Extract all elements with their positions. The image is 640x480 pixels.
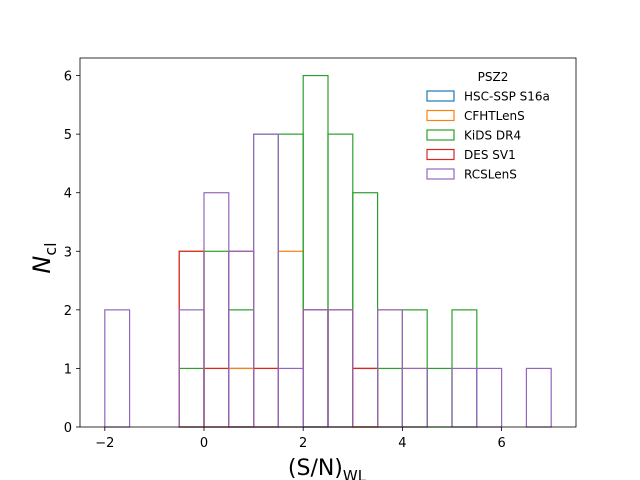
y-axis-ticks: 0 1 2 3 4 5 6 [64,70,80,436]
y-tick-label: 4 [64,187,72,202]
bar-hsc-ssp-s16a-8 [302,309,329,428]
x-tick-label: 2 [299,436,307,451]
bar-cfhtlens-3 [178,250,205,428]
bar-kids-dr4-3 [178,367,205,428]
legend-label: CFHTLenS [464,109,525,123]
y-tick-label: 1 [64,362,72,377]
legend-label: DES SV1 [464,148,516,162]
bar-kids-dr4-13 [426,367,453,428]
bar-rcslens-8 [302,309,329,428]
legend-title: PSZ2 [478,70,509,84]
x-axis-label-main: (S/N) [288,456,343,480]
y-axis-label-main: N [28,256,56,274]
bar-rcslens-7 [277,367,304,428]
bar-kids-dr4-9 [327,133,354,428]
bar-rcslens-9 [327,309,354,428]
bar-rcslens-14 [451,367,478,428]
y-axis-label-sub: cl [41,242,60,255]
bar-rcslens-4 [203,192,230,428]
bar-des-sv1-8 [302,309,329,428]
bar-kids-dr4-8 [302,74,329,428]
bar-cfhtlens-4 [203,367,230,428]
y-tick-label: 3 [64,245,72,260]
legend-label: HSC-SSP S16a [464,90,550,104]
y-axis-label: Ncl [28,242,60,273]
legend-swatch [426,109,455,122]
bar-kids-dr4-10 [352,192,379,428]
x-axis-label-sub: WL [343,467,367,480]
legend-swatch [426,168,455,180]
bar-des-sv1-3 [178,250,205,428]
bar-des-sv1-4 [203,367,230,428]
bar-hsc-ssp-s16a-10 [352,367,379,428]
y-tick-label: 0 [64,421,72,436]
bar-rcslens-5 [228,250,255,428]
bar-cfhtlens-10 [352,367,379,428]
legend-swatch [426,129,455,141]
x-tick-label: 0 [200,436,208,451]
y-tick-label: 2 [64,304,72,319]
bar-des-sv1-9 [327,309,354,428]
bar-des-sv1-5 [228,250,255,428]
bar-kids-dr4-11 [377,367,404,428]
bar-cfhtlens-6 [253,367,280,428]
y-tick-label: 6 [64,70,72,85]
bar-rcslens-12 [401,367,428,428]
bar-kids-dr4-7 [277,133,304,428]
y-tick-label: 5 [64,128,72,143]
plot-frame [79,57,577,428]
bar-rcslens-17 [525,367,552,428]
legend: PSZ2 HSC-SSP S16a CFHTLenS KiDS DR4 DES SV1… [426,70,550,182]
bar-cfhtlens-5 [228,367,255,428]
legend-swatch [426,90,455,102]
bar-kids-dr4-4 [203,250,230,428]
x-tick-label: −2 [95,436,114,451]
x-axis-ticks: −2 0 2 4 6 [95,427,506,451]
bar-rcslens-6 [253,133,280,428]
bar-cfhtlens-7 [277,250,304,428]
bar-cfhtlens-12 [401,367,428,428]
x-tick-label: 4 [398,436,406,451]
legend-swatch [426,148,455,161]
bar-des-sv1-10 [352,367,379,428]
x-axis-label: (S/N)WL [288,456,367,480]
legend-label: KiDS DR4 [464,129,521,143]
bar-hsc-ssp-s16a-5 [228,367,255,428]
bar-kids-dr4-6 [253,133,280,428]
bar-des-sv1-6 [253,367,280,428]
bar-rcslens-0 [104,309,131,428]
x-tick-label: 6 [497,436,505,451]
bar-rcslens-15 [476,367,503,428]
legend-label: RCSLenS [464,168,517,182]
